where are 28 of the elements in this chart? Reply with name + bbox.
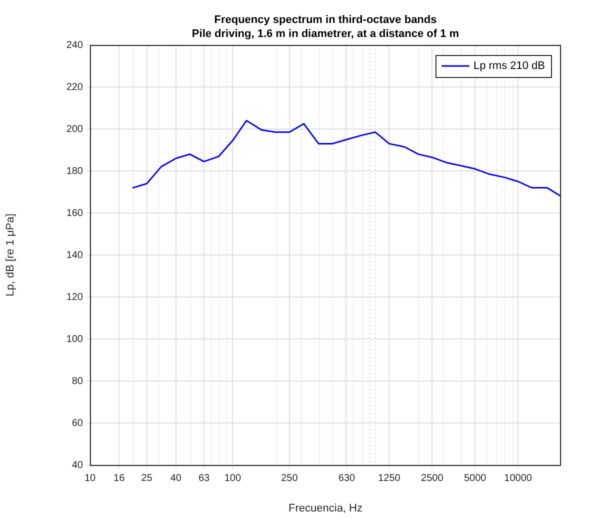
y-tick-label: 240: [66, 40, 84, 51]
x-tick-label: 25: [141, 472, 153, 484]
y-tick-label: 100: [66, 334, 84, 345]
x-tick-label: 63: [198, 472, 210, 484]
y-tick-label: 220: [66, 82, 84, 93]
y-tick-label: 120: [66, 292, 84, 303]
y-tick-label: 180: [66, 166, 84, 177]
x-tick-label: 2500: [421, 472, 444, 484]
legend-label: Lp rms 210 dB: [473, 60, 546, 72]
y-axis-title: Lp, dB [re 1 μPa]: [4, 214, 17, 296]
x-axis-title: Frecuencia, Hz: [288, 502, 362, 514]
y-tick-label: 40: [72, 460, 84, 471]
chart-subtitle: Pile driving, 1.6 m in diametrer, at a distance of 1 m: [192, 28, 460, 40]
x-tick-label: 16: [114, 472, 126, 484]
chart-title: Frequency spectrum in third-octave bands: [214, 14, 437, 26]
x-tick-label: 40: [170, 472, 182, 484]
x-tick-label: 1250: [378, 472, 401, 484]
x-tick-label: 250: [281, 472, 298, 484]
y-tick-label: 80: [72, 376, 84, 387]
y-tick-label: 140: [66, 250, 84, 261]
x-tick-label: 10000: [504, 472, 532, 484]
y-tick-label: 60: [72, 418, 84, 429]
x-tick-label: 10: [84, 472, 96, 484]
x-tick-label: 630: [338, 472, 356, 484]
y-tick-label: 200: [66, 124, 84, 135]
y-tick-label: 160: [66, 208, 84, 219]
x-tick-label: 100: [224, 472, 242, 484]
x-tick-label: 5000: [464, 472, 487, 484]
